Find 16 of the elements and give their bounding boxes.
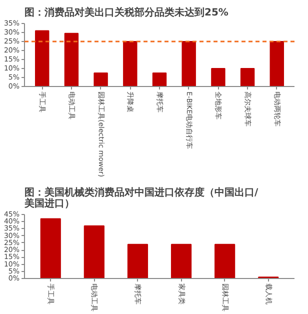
chart-title: 图：消费品对美出口关税部分品类未达到25% <box>24 6 228 18</box>
bar <box>182 41 196 86</box>
bar <box>270 41 284 86</box>
bar <box>240 68 255 86</box>
bar <box>123 41 138 86</box>
bar <box>170 244 192 278</box>
bar <box>152 72 167 86</box>
bar <box>214 244 236 278</box>
bar <box>35 30 50 86</box>
bar <box>84 225 104 278</box>
chart-title: 图：美国机械类消费品对中国进口依存度（中国出口/美国进口） <box>24 186 258 210</box>
bar <box>94 72 108 86</box>
bar <box>211 68 226 86</box>
bar <box>127 244 148 278</box>
bar <box>40 218 61 278</box>
bar <box>64 32 79 86</box>
